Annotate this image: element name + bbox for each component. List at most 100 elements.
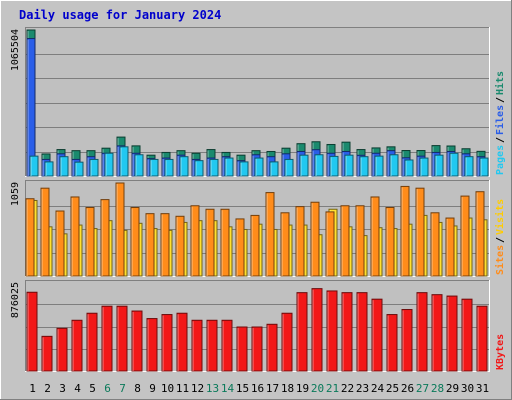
bar-pages-day-14 <box>224 157 234 177</box>
bar-sites-day-17 <box>265 192 275 277</box>
bar-sites-day-2 <box>40 187 50 277</box>
legend-kbytes: KBytes <box>495 334 506 370</box>
legend-hits: Hits <box>494 71 506 95</box>
legend-visits: Visits <box>494 199 506 235</box>
x-tick-label-day-5: 5 <box>89 382 96 395</box>
x-tick-label-day-6: 6 <box>104 382 111 395</box>
x-tick-label-day-11: 11 <box>176 382 189 395</box>
bar-kbytes-day-7 <box>116 305 128 372</box>
bar-sites-day-27 <box>415 187 425 277</box>
x-tick-label-day-22: 22 <box>341 382 354 395</box>
bar-sites-day-1 <box>25 198 35 277</box>
legend-pages: Pages <box>495 145 506 175</box>
x-tick-label-day-1: 1 <box>29 382 36 395</box>
x-tick-label-day-9: 9 <box>149 382 156 395</box>
chart-title: Daily usage for January 2024 <box>19 8 221 22</box>
bar-kbytes-day-19 <box>296 292 308 372</box>
panel-middle: 1059 Sites / Visits <box>10 180 506 277</box>
panel-bottom-ymax-label: 876025 <box>10 282 21 318</box>
bar-sites-day-20 <box>310 201 320 277</box>
bar-kbytes-day-18 <box>281 312 293 372</box>
bar-kbytes-day-2 <box>41 335 53 372</box>
bar-sites-day-18 <box>280 212 290 277</box>
bar-kbytes-day-21 <box>326 290 338 372</box>
bar-kbytes-day-30 <box>461 298 473 372</box>
bar-pages-day-31 <box>479 157 489 177</box>
bar-kbytes-day-26 <box>401 309 413 372</box>
bar-sites-day-12 <box>190 205 200 277</box>
bar-pages-day-15 <box>239 161 249 177</box>
x-tick-label-day-26: 26 <box>401 382 414 395</box>
bar-kbytes-day-9 <box>146 318 158 372</box>
legend-sites: Sites <box>494 245 506 275</box>
bar-kbytes-day-10 <box>161 314 173 372</box>
bar-sites-day-4 <box>70 196 80 277</box>
panel-middle-ymax-label: 1059 <box>10 182 21 206</box>
bar-pages-day-13 <box>209 158 219 177</box>
x-tick-label-day-17: 17 <box>266 382 279 395</box>
bar-sites-day-28 <box>430 212 440 277</box>
bar-pages-day-27 <box>419 157 429 177</box>
bar-kbytes-day-20 <box>311 288 323 372</box>
bar-sites-day-22 <box>340 205 350 277</box>
x-tick-label-day-29: 29 <box>446 382 459 395</box>
bar-kbytes-day-31 <box>476 305 488 372</box>
bar-sites-day-30 <box>460 195 470 277</box>
bar-sites-day-16 <box>250 214 260 277</box>
bar-sites-day-15 <box>235 218 245 277</box>
x-tick-label-day-18: 18 <box>281 382 294 395</box>
bar-pages-day-5 <box>89 158 99 177</box>
bar-sites-day-13 <box>205 208 215 277</box>
x-tick-label-day-19: 19 <box>296 382 309 395</box>
bar-pages-day-30 <box>464 156 474 177</box>
x-tick-label-day-20: 20 <box>311 382 324 395</box>
bar-pages-day-10 <box>164 158 174 177</box>
x-tick-label-day-10: 10 <box>161 382 174 395</box>
bar-sites-day-29 <box>445 217 455 277</box>
bar-pages-day-29 <box>449 152 459 177</box>
bar-sites-day-31 <box>475 191 485 277</box>
bar-kbytes-day-11 <box>176 312 188 372</box>
x-tick-label-day-25: 25 <box>386 382 399 395</box>
x-tick-label-day-13: 13 <box>206 382 219 395</box>
bar-pages-day-11 <box>179 156 189 177</box>
bar-kbytes-day-28 <box>431 294 443 372</box>
bar-pages-day-9 <box>149 158 159 177</box>
bar-pages-day-17 <box>269 161 279 177</box>
bar-sites-day-10 <box>160 213 170 277</box>
bar-pages-day-21 <box>329 155 339 177</box>
bar-kbytes-day-12 <box>191 319 203 372</box>
x-tick-label-day-24: 24 <box>371 382 385 395</box>
bar-sites-day-14 <box>220 208 230 277</box>
x-tick-label-day-2: 2 <box>44 382 51 395</box>
x-tick-label-day-3: 3 <box>59 382 66 395</box>
bar-kbytes-day-13 <box>206 319 218 372</box>
x-tick-label-day-8: 8 <box>134 382 141 395</box>
bar-kbytes-day-25 <box>386 314 398 372</box>
bar-pages-day-12 <box>194 160 204 177</box>
bar-kbytes-day-15 <box>236 326 248 372</box>
panel-bottom: 876025 KBytes <box>10 280 506 372</box>
bar-kbytes-day-27 <box>416 292 428 372</box>
bar-pages-day-18 <box>284 158 294 177</box>
bar-pages-day-20 <box>314 154 324 177</box>
x-tick-label-day-12: 12 <box>191 382 204 395</box>
bar-kbytes-day-16 <box>251 326 263 372</box>
bar-sites-day-9 <box>145 213 155 277</box>
legend-files: Files <box>494 105 506 135</box>
x-tick-label-day-14: 14 <box>221 382 235 395</box>
panel-top: 1065504 Pages / Files / Hits <box>10 27 506 177</box>
bar-sites-day-19 <box>295 206 305 277</box>
bar-kbytes-day-1 <box>26 291 38 372</box>
bar-sites-day-5 <box>85 207 95 277</box>
bar-pages-day-2 <box>44 161 54 177</box>
bar-kbytes-day-8 <box>131 310 143 372</box>
bar-pages-day-22 <box>344 154 354 177</box>
bar-sites-day-23 <box>355 205 365 277</box>
x-tick-label-day-21: 21 <box>326 382 339 395</box>
bar-kbytes-day-5 <box>86 312 98 372</box>
bar-kbytes-day-3 <box>56 327 68 372</box>
bar-pages-day-23 <box>359 156 369 177</box>
bar-sites-day-11 <box>175 215 185 277</box>
